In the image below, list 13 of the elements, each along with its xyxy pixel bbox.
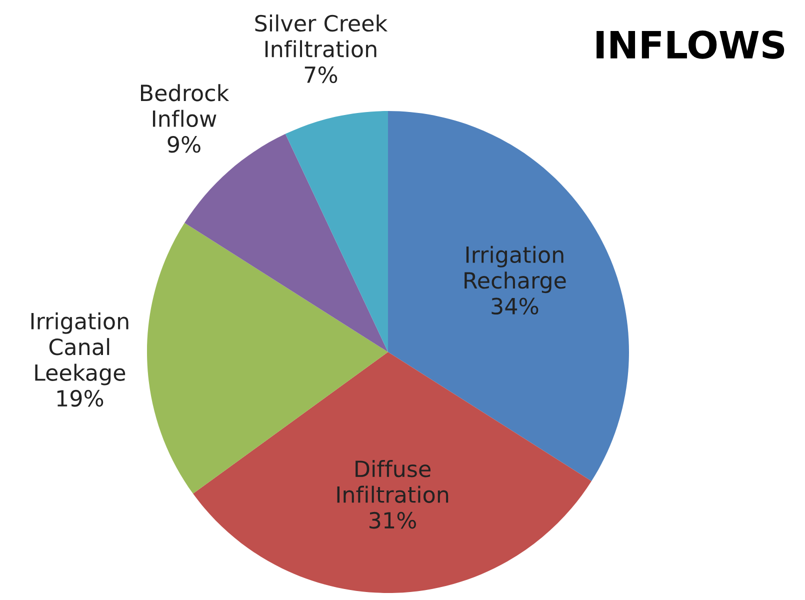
slice-label: Diffuse Infiltration xyxy=(337,460,448,503)
slice-label: Irrigation Recharge xyxy=(464,246,566,294)
slice-label: Bedrock Inflow xyxy=(141,84,230,128)
data-label: 31% xyxy=(370,512,416,529)
data-label: 19% xyxy=(57,390,104,407)
data-label: 9% xyxy=(168,136,200,153)
data-label: 7% xyxy=(304,66,338,84)
slice-label: Silver Creek Infiltration xyxy=(255,14,388,58)
chart-title: INFLOWS xyxy=(596,30,784,59)
slice-label: Irrigation Canal Leekage xyxy=(31,312,128,386)
pie-slice xyxy=(193,352,592,593)
pie-slice xyxy=(285,111,388,352)
data-label: 34% xyxy=(492,298,538,315)
